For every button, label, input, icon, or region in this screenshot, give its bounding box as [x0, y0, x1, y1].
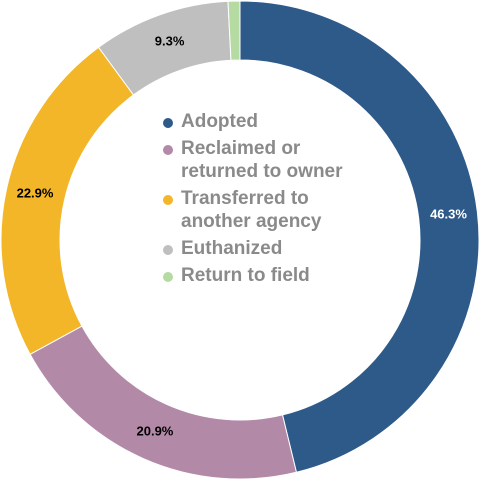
legend-item-adopted: Adopted [163, 110, 363, 133]
donut-slice-adopted [239, 0, 480, 473]
legend: Adopted Reclaimed or returned to owner T… [163, 110, 363, 291]
legend-marker [163, 195, 173, 205]
legend-item-euthanized: Euthanized [163, 237, 363, 260]
slice-value-label: 22.9% [17, 186, 54, 201]
legend-marker [163, 272, 173, 282]
donut-slice-return-to-field [227, 0, 241, 61]
slice-labels: 46.3% 20.9% 22.9% 9.3% [17, 34, 468, 439]
slice-value-label: 20.9% [137, 423, 174, 438]
donut-slice-reclaimed-or-returned-to-owner [29, 325, 298, 480]
legend-label: Adopted [181, 111, 259, 132]
legend-item-transferred: Transferred to another agency [163, 187, 363, 233]
legend-label: Return to field [181, 265, 310, 286]
legend-label: Transferred to another agency [181, 188, 322, 232]
legend-item-reclaimed: Reclaimed or returned to owner [163, 137, 363, 183]
legend-label: Reclaimed or returned to owner [181, 138, 343, 182]
slice-value-label: 9.3% [155, 34, 185, 49]
legend-marker [163, 245, 173, 255]
legend-item-return-to-field: Return to field [163, 264, 363, 287]
legend-marker [163, 118, 173, 128]
legend-label: Euthanized [181, 238, 283, 259]
legend-marker [163, 145, 173, 155]
donut-slice-transferred-to-another-agency [0, 46, 135, 355]
slice-value-label: 46.3% [430, 206, 467, 221]
